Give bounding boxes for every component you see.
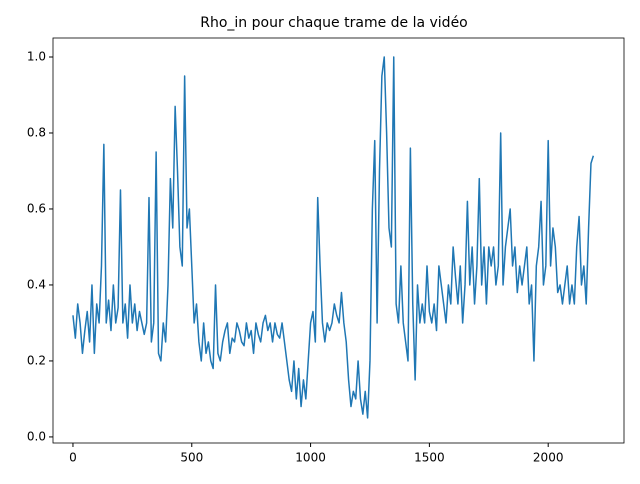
y-tick-label: 0.0	[27, 429, 46, 443]
y-tick-label: 0.6	[27, 201, 46, 215]
x-tick-label: 1000	[295, 451, 326, 465]
y-tick-label: 0.8	[27, 125, 46, 139]
data-line	[72, 56, 595, 419]
x-tick-label: 500	[180, 451, 203, 465]
y-tick-label: 0.4	[27, 277, 46, 291]
chart-title: Rho_in pour chaque trame de la vidéo	[200, 15, 468, 31]
y-tick-label: 0.2	[27, 353, 46, 367]
y-tick-label: 1.0	[27, 49, 46, 63]
axes-frame	[52, 37, 625, 444]
x-tick-label: 0	[69, 451, 77, 465]
x-tick-label: 2000	[533, 451, 564, 465]
x-tick-label: 1500	[414, 451, 445, 465]
